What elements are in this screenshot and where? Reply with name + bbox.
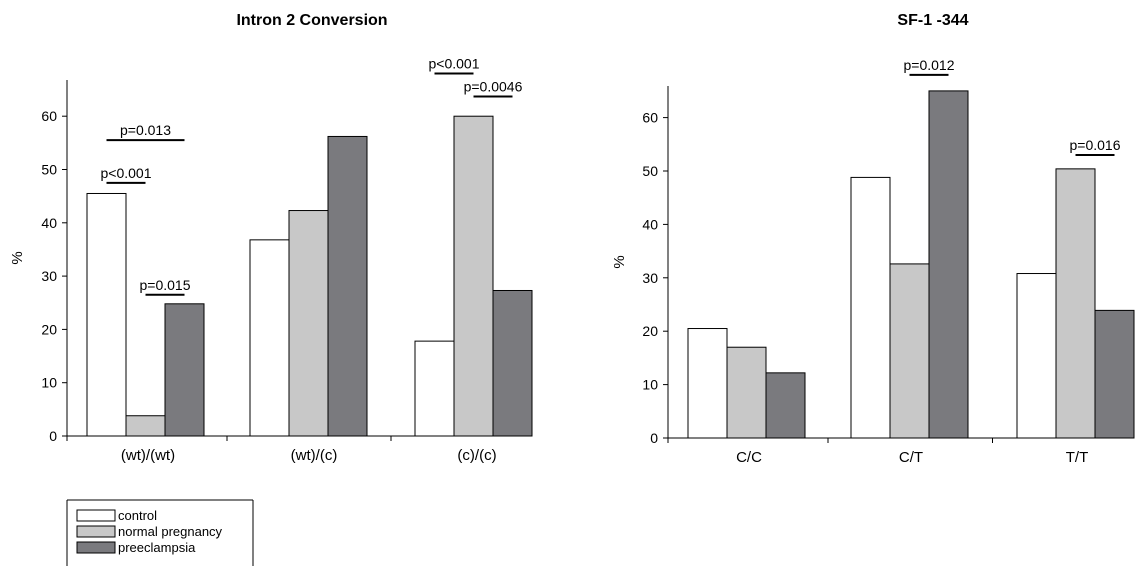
p-value-label: p<0.001 [429, 56, 480, 72]
p-value-label: p=0.0046 [464, 78, 523, 94]
y-tick-label: 30 [41, 268, 57, 284]
x-tick-label: (c)/(c) [457, 447, 496, 464]
bar-normal-pregnancy-2 [1055, 168, 1096, 439]
y-tick-label: 30 [642, 270, 658, 286]
x-tick-label: (wt)/(wt) [121, 447, 175, 464]
p-value-label: p<0.001 [101, 165, 152, 181]
y-tick-label: 0 [650, 430, 658, 446]
bar-preeclampsia-2 [1094, 309, 1135, 439]
bar-control-1 [850, 176, 891, 439]
legend-label-preeclampsia: preeclampsia [118, 540, 196, 555]
legend-label-control: control [118, 508, 157, 523]
bars [687, 90, 1135, 439]
legend-swatch-normal-pregnancy [76, 525, 116, 538]
bar-preeclampsia-1 [327, 135, 368, 437]
chart-title: SF-1 -344 [897, 12, 968, 29]
bar-preeclampsia-2 [492, 289, 533, 437]
bar-preeclampsia-0 [164, 303, 205, 437]
bar-control-0 [86, 192, 127, 437]
x-tick-label: T/T [1066, 449, 1089, 466]
legend-swatch-preeclampsia [76, 541, 116, 554]
x-tick-label: C/T [899, 449, 923, 466]
bar-preeclampsia-0 [765, 372, 806, 439]
y-tick-label: 40 [41, 215, 57, 231]
y-axis-label: % [9, 251, 26, 264]
y-tick-label: 60 [642, 110, 658, 126]
bar-preeclampsia-1 [928, 90, 969, 439]
y-tick-label: 20 [41, 321, 57, 337]
y-tick-label: 50 [41, 162, 57, 178]
p-value-label: p=0.012 [904, 57, 955, 73]
x-tick-label: C/C [736, 449, 762, 466]
p-value-label: p=0.015 [140, 277, 191, 293]
x-tick-labels: C/C C/T T/T [736, 449, 1088, 466]
legend: control normal pregnancy preeclampsia [66, 499, 254, 566]
bar-control-2 [1016, 273, 1057, 439]
x-tick-labels: (wt)/(wt) (wt)/(c) (c)/(c) [121, 447, 497, 464]
bar-normal-pregnancy-1 [889, 263, 930, 439]
chart-sf1: SF-1 -344 % 0 10 20 30 40 50 60 p=0.012 p=0.016… [611, 12, 1135, 466]
y-axis-label: % [611, 255, 628, 268]
chart-title: Intron 2 Conversion [236, 12, 387, 29]
bar-control-1 [249, 239, 290, 437]
bar-normal-pregnancy-2 [453, 115, 494, 437]
bar-normal-pregnancy-0 [125, 415, 166, 437]
legend-swatch-control [76, 509, 116, 522]
bar-normal-pregnancy-0 [726, 346, 767, 439]
p-value-label: p=0.013 [120, 122, 171, 138]
annotations: p=0.013 p<0.001 p=0.015 p<0.001 p=0.0046 [101, 56, 523, 296]
x-tick-label: (wt)/(c) [291, 447, 338, 464]
p-value-label: p=0.016 [1070, 137, 1121, 153]
annotations: p=0.012 p=0.016 [904, 57, 1121, 156]
bars [86, 115, 533, 437]
bar-control-2 [414, 340, 455, 437]
bar-normal-pregnancy-1 [288, 210, 329, 437]
chart-intron2: Intron 2 Conversion % 0 10 20 30 40 50 60 p=0.… [9, 12, 533, 464]
legend-label-normal-pregnancy: normal pregnancy [118, 524, 223, 539]
y-tick-label: 60 [41, 108, 57, 124]
y-tick-label: 10 [642, 377, 658, 393]
y-tick-label: 40 [642, 216, 658, 232]
y-tick-label: 20 [642, 323, 658, 339]
y-tick-label: 10 [41, 375, 57, 391]
y-tick-label: 50 [642, 163, 658, 179]
y-tick-label: 0 [49, 428, 57, 444]
bar-control-0 [687, 328, 728, 439]
